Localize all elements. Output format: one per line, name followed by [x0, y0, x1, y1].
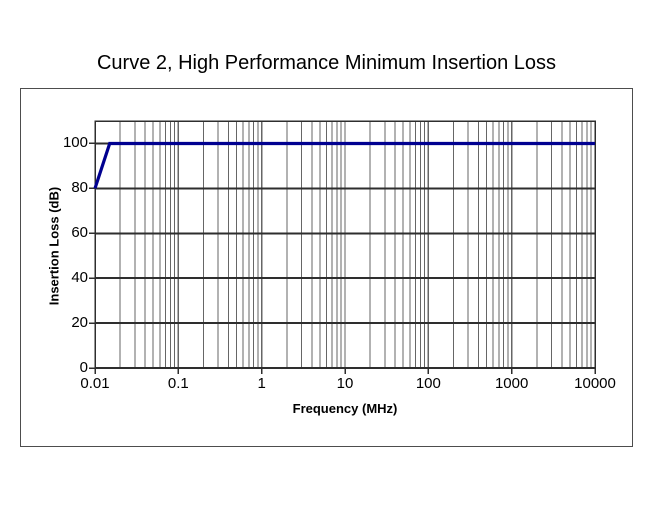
x-tick-label: 10 — [336, 375, 354, 392]
insertion-loss-curve — [93, 141, 595, 189]
x-tick-label: 10000 — [574, 375, 616, 392]
x-axis-title: Frequency (MHz) — [292, 401, 398, 416]
y-tick-label: 40 — [71, 269, 88, 287]
x-tick-label: 0.01 — [80, 375, 110, 392]
y-tick-label: 100 — [62, 134, 88, 152]
chart-title: Curve 2, High Performance Minimum Insert… — [96, 52, 557, 74]
y-tick-label: 0 — [79, 359, 88, 376]
y-axis-title: Insertion Loss (dB) — [46, 186, 62, 306]
x-tick-label: 1000 — [494, 375, 529, 392]
y-tick-label: 20 — [71, 314, 88, 332]
y-tick-label: 80 — [71, 179, 88, 197]
x-tick-label: 0.1 — [167, 375, 189, 392]
x-tick-label: 1 — [257, 375, 266, 392]
y-tick-label: 60 — [71, 224, 88, 242]
x-tick-label: 100 — [415, 375, 441, 392]
